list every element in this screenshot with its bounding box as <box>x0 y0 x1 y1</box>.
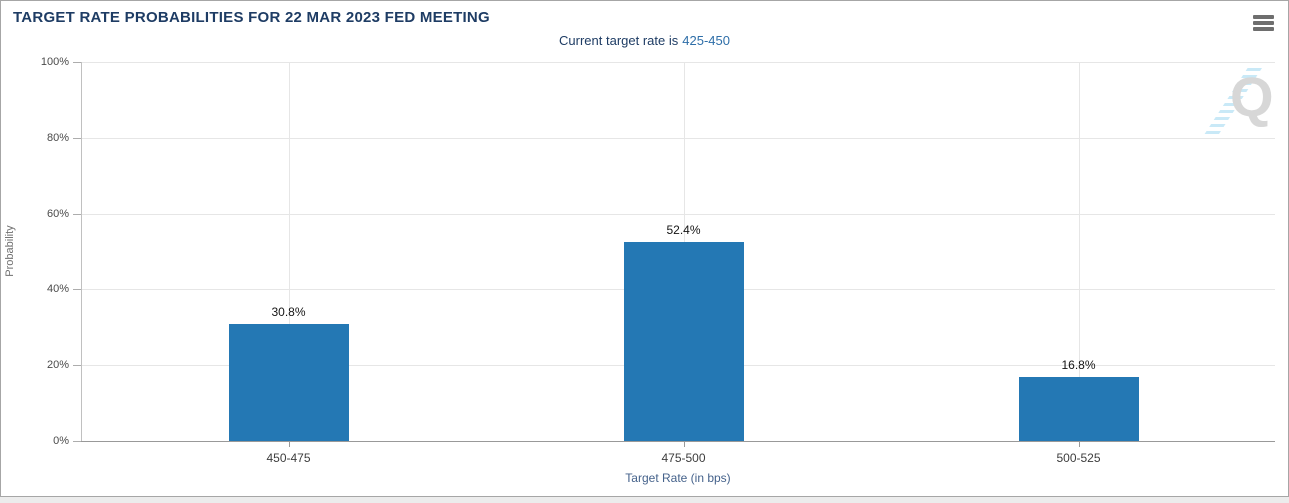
current-target-rate-subtitle: Current target rate is 425-450 <box>1 33 1288 48</box>
watermark-q-logo-icon: Q <box>1230 65 1274 128</box>
x-axis-category-label: 450-475 <box>266 451 311 465</box>
horizontal-gridline <box>81 137 1275 139</box>
x-axis-category-label: 500-525 <box>1056 451 1101 465</box>
y-axis-tick <box>73 137 81 139</box>
probability-bar[interactable] <box>228 324 349 441</box>
vertical-gridline <box>1078 62 1080 441</box>
x-axis-title: Target Rate (in bps) <box>625 471 731 485</box>
x-axis-tick <box>683 441 685 447</box>
hamburger-bar <box>1253 21 1274 25</box>
y-axis-tick-label: 20% <box>46 359 69 372</box>
bar-value-label: 16.8% <box>1061 358 1096 373</box>
current-rate-link[interactable]: 425-450 <box>682 33 730 48</box>
probability-bar[interactable] <box>623 242 744 441</box>
x-axis-tick <box>1078 441 1080 447</box>
y-axis-tick <box>73 62 81 63</box>
chart-title: TARGET RATE PROBABILITIES FOR 22 MAR 202… <box>13 9 490 26</box>
hamburger-bar <box>1253 15 1274 19</box>
bar-value-label: 30.8% <box>271 305 306 320</box>
y-axis-tick <box>73 289 81 291</box>
x-axis-category-label: 475-500 <box>661 451 706 465</box>
y-axis-tick <box>73 213 81 215</box>
horizontal-gridline <box>81 213 1275 215</box>
y-axis-title: Probability <box>4 225 16 277</box>
bar-value-label: 52.4% <box>666 223 701 238</box>
y-axis-tick <box>73 441 81 442</box>
subtitle-prefix: Current target rate is <box>559 33 679 48</box>
hamburger-bar <box>1253 27 1274 31</box>
y-axis-tick <box>73 365 81 367</box>
probability-bar[interactable] <box>1018 377 1139 441</box>
horizontal-gridline <box>81 62 1275 63</box>
x-axis-tick <box>288 441 290 447</box>
y-axis-tick-label: 80% <box>46 131 69 144</box>
quikstrike-watermark: Q <box>1196 65 1286 143</box>
y-axis-tick-label: 100% <box>40 56 69 68</box>
y-axis-tick-label: 40% <box>46 283 69 296</box>
x-axis-line <box>81 441 1275 442</box>
y-axis-tick-label: 0% <box>53 435 69 447</box>
chart-menu-icon[interactable] <box>1253 15 1275 31</box>
y-axis-tick-label: 60% <box>46 207 69 220</box>
vertical-gridline <box>288 62 290 441</box>
y-axis-line <box>81 62 82 441</box>
